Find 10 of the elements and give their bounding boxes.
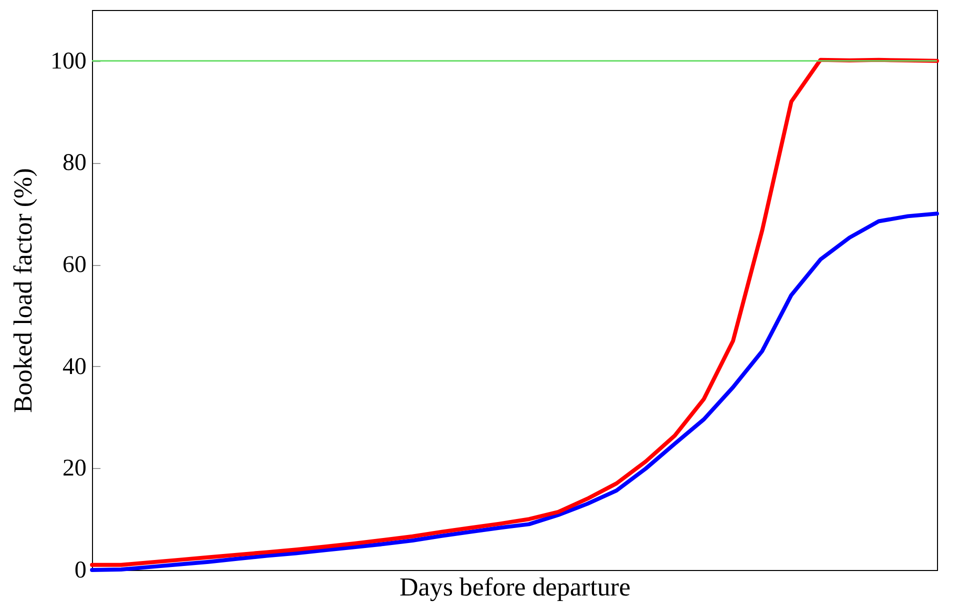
- line-series: [90, 212, 939, 572]
- y-tick-label: 0: [74, 558, 86, 584]
- line-series: [90, 58, 939, 567]
- y-tick-label: 60: [62, 252, 86, 278]
- y-tick-label: 100: [50, 48, 86, 74]
- y-tick-label: 40: [62, 354, 86, 380]
- x-axis-title: Days before departure: [400, 572, 630, 602]
- y-axis-title: Booked load factor (%): [8, 168, 38, 413]
- y-tick-label: 80: [62, 150, 86, 176]
- y-tick-label: 20: [62, 456, 86, 482]
